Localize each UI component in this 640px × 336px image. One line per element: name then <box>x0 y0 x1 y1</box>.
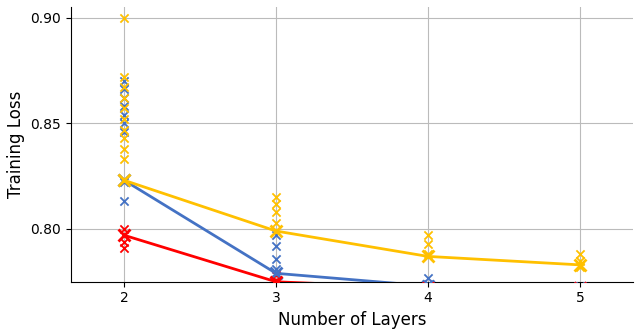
Point <box>119 85 129 90</box>
Point <box>119 226 129 232</box>
Point <box>119 135 129 141</box>
Point <box>271 228 281 234</box>
Point <box>271 201 281 206</box>
Point <box>423 252 433 257</box>
Point <box>119 121 129 126</box>
Point <box>271 233 281 238</box>
Point <box>271 277 281 282</box>
Point <box>119 146 129 151</box>
Point <box>271 273 281 278</box>
Point <box>423 281 433 287</box>
Point <box>423 233 433 238</box>
Point <box>119 95 129 100</box>
Point <box>119 116 129 122</box>
Y-axis label: Training Loss: Training Loss <box>7 91 25 198</box>
Point <box>119 157 129 162</box>
Point <box>423 275 433 280</box>
Point <box>119 95 129 100</box>
Point <box>271 209 281 215</box>
Point <box>119 103 129 109</box>
Point <box>575 286 585 291</box>
Point <box>119 127 129 132</box>
Point <box>119 245 129 251</box>
Point <box>575 288 585 293</box>
Point <box>271 220 281 225</box>
Point <box>119 129 129 134</box>
Point <box>119 106 129 111</box>
Point <box>423 283 433 289</box>
Point <box>271 243 281 249</box>
Point <box>119 74 129 79</box>
Point <box>119 180 129 185</box>
Point <box>575 264 585 270</box>
Point <box>119 239 129 244</box>
Point <box>575 258 585 263</box>
X-axis label: Number of Layers: Number of Layers <box>278 311 426 329</box>
Point <box>119 199 129 204</box>
Point <box>119 15 129 20</box>
Point <box>119 78 129 84</box>
Point <box>119 87 129 92</box>
Point <box>575 283 585 289</box>
Point <box>119 112 129 118</box>
Point <box>271 281 281 287</box>
Point <box>423 241 433 246</box>
Point <box>119 233 129 238</box>
Point <box>575 252 585 257</box>
Point <box>119 178 129 183</box>
Point <box>271 195 281 200</box>
Point <box>271 266 281 272</box>
Point <box>423 288 433 293</box>
Point <box>271 256 281 261</box>
